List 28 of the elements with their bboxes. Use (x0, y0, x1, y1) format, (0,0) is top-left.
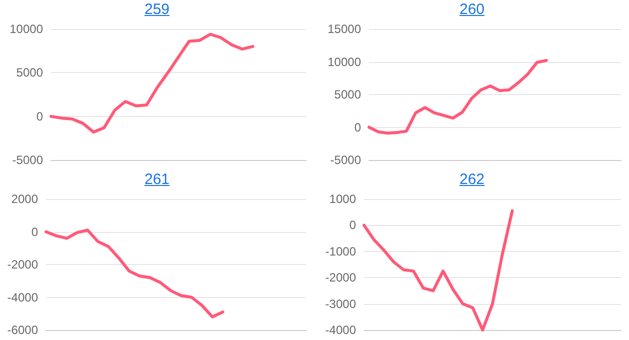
y-tick-label: 0 (31, 224, 38, 239)
y-tick-label: -2000 (7, 258, 38, 272)
y-tick-label: 0 (354, 120, 362, 134)
chart-title: 262 (458, 171, 486, 188)
y-tick-label: 15000 (328, 22, 362, 36)
y-tick-label: 5000 (334, 88, 362, 102)
chart-title: 261 (143, 171, 171, 188)
line-series (44, 228, 224, 318)
chart-title: 260 (458, 1, 486, 18)
line-series (50, 32, 254, 134)
y-tick-label: -3000 (325, 296, 356, 311)
y-tick-label: -1000 (325, 244, 356, 258)
line-series (368, 58, 548, 135)
line-series (362, 209, 514, 332)
y-tick-label: 5000 (16, 66, 44, 80)
y-tick-label: 0 (36, 109, 44, 124)
y-tick-label: 0 (349, 218, 356, 232)
y-tick-label: 10000 (328, 54, 362, 69)
y-tick-label: -4000 (7, 290, 38, 304)
y-tick-label: -4000 (325, 323, 356, 337)
y-tick-label: -5000 (12, 153, 44, 167)
y-tick-label: 10000 (10, 22, 44, 36)
y-tick-label: -2000 (325, 270, 356, 285)
y-tick-label: 2000 (11, 192, 38, 206)
y-tick-label: -5000 (330, 153, 362, 167)
chart-title: 259 (143, 1, 171, 18)
y-tick-label: -6000 (7, 323, 38, 337)
y-tick-label: 1000 (329, 192, 356, 206)
